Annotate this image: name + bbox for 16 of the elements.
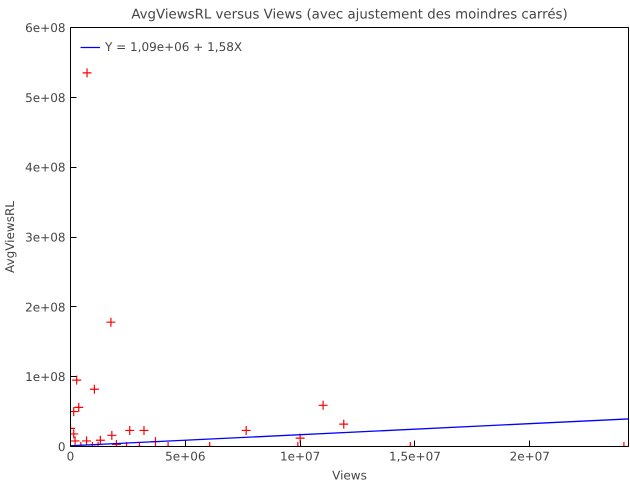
x-tick-label: 1e+07 [280,450,320,464]
chart-title: AvgViewsRL versus Views (avec ajustement des moindres carrés) [131,8,568,22]
y-tick-label: 3e+08 [25,230,66,244]
x-axis-title: Views [332,468,367,482]
y-tick-label: 4e+08 [25,160,66,175]
x-tick-label: 2e+07 [510,450,550,464]
y-tick-label: 1e+08 [25,370,66,384]
x-tick-label: 1,5e+07 [389,450,441,464]
y-tick-label: 0 [58,440,66,454]
y-axis-title: AvgViewsRL [3,200,18,273]
y-tick-label: 5e+08 [25,90,66,105]
legend-label: Y = 1,09e+06 + 1,58X [105,40,242,54]
x-tick-label: 0 [66,450,74,464]
y-tick-label: 6e+08 [25,21,66,35]
y-tick-label: 2e+08 [25,300,66,314]
x-tick-label: 5e+06 [165,450,206,464]
